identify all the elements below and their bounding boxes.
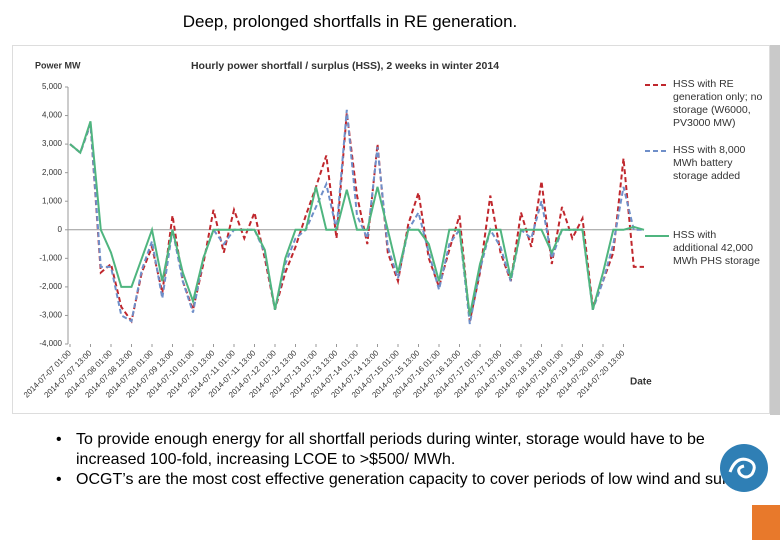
y-tick-label: -4,000 — [39, 339, 62, 348]
chart: Hourly power shortfall / surplus (HSS), … — [22, 60, 652, 400]
chart-title: Hourly power shortfall / surplus (HSS), … — [191, 60, 499, 72]
logo-circle — [720, 444, 768, 492]
y-tick-label: 0 — [58, 225, 63, 234]
series-line — [69, 112, 644, 324]
x-axis-title: Date — [630, 377, 652, 388]
legend-swatch — [645, 235, 669, 237]
legend-entry: HSS with RE generation only; no storage … — [645, 78, 763, 130]
y-tick-label: 3,000 — [42, 139, 63, 148]
side-bar — [770, 45, 780, 415]
legend-swatch — [645, 84, 669, 86]
y-tick-label: 2,000 — [42, 168, 63, 177]
y-axis-title: Power MW — [35, 60, 81, 70]
bullet: OCGT’s are the most cost effective gener… — [50, 470, 750, 490]
series-line — [69, 109, 644, 325]
legend: HSS with RE generation only; no storage … — [645, 78, 763, 268]
legend-entry: HSS with 8,000 MWh battery storage added — [645, 144, 763, 183]
y-tick-label: 1,000 — [42, 196, 63, 205]
legend-label: HSS with RE generation only; no storage … — [673, 78, 763, 129]
series-line — [69, 120, 645, 316]
y-tick-label: -3,000 — [39, 311, 62, 320]
logo — [720, 444, 768, 492]
y-tick-label: 5,000 — [42, 82, 63, 91]
legend-entry: HSS with additional 42,000 MWh PHS stora… — [645, 229, 763, 268]
bullet: To provide enough energy for all shortfa… — [50, 430, 750, 470]
legend-swatch — [645, 150, 669, 152]
accent-bar — [752, 505, 780, 540]
legend-label: HSS with 8,000 MWh battery storage added — [673, 144, 746, 182]
y-tick-label: -1,000 — [39, 253, 62, 262]
y-tick-label: 4,000 — [42, 111, 63, 120]
logo-swirl — [728, 457, 756, 479]
slide-title: Deep, prolonged shortfalls in RE generat… — [182, 12, 518, 31]
bullet-list: To provide enough energy for all shortfa… — [50, 430, 750, 490]
legend-label: HSS with additional 42,000 MWh PHS stora… — [673, 229, 760, 267]
y-tick-label: -2,000 — [39, 282, 62, 291]
